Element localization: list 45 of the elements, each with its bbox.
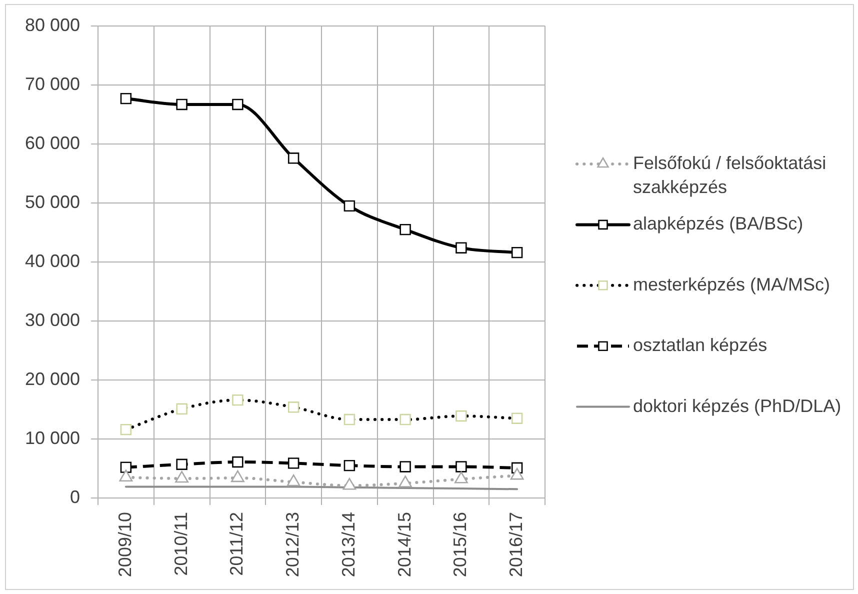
x-tick-label: 2013/14 — [338, 512, 358, 578]
point — [232, 456, 244, 468]
point — [344, 460, 356, 472]
y-tick-label: 20 000 — [24, 368, 80, 389]
y-tick-label: 80 000 — [24, 14, 80, 35]
point — [400, 461, 411, 472]
legend-label: osztatlan képzés — [633, 335, 768, 356]
legend-label: doktori képzés (PhD/DLA) — [633, 396, 842, 416]
point — [176, 403, 188, 415]
x-tick-label: 2012/13 — [282, 512, 303, 578]
x-tick-label: 2010/11 — [170, 512, 191, 576]
point — [176, 458, 188, 470]
x-tick-label: 2014/15 — [394, 512, 414, 578]
point — [456, 242, 467, 254]
point — [400, 414, 411, 426]
y-tick-label: 0 — [70, 486, 80, 507]
legend-label: Felsőfokú / felsőoktatási szakképzés — [633, 152, 826, 197]
y-tick-label: 50 000 — [24, 192, 80, 212]
x-tick-label: 2015/16 — [450, 512, 470, 578]
point — [456, 461, 467, 472]
point — [344, 414, 356, 426]
legend-label: alapképzés (BA/BSc) — [633, 214, 804, 234]
point — [232, 98, 244, 110]
point — [120, 462, 132, 473]
point — [176, 98, 188, 110]
point — [120, 424, 132, 436]
y-tick-label: 60 000 — [24, 132, 80, 153]
point — [288, 402, 300, 413]
point — [232, 394, 244, 406]
x-tick-label: 2016/17 — [506, 512, 526, 578]
x-tick-label: 2009/10 — [114, 512, 135, 578]
y-tick-label: 10 000 — [24, 428, 80, 448]
legend-label: mesterképzés (MA/MSc) — [633, 274, 830, 294]
point — [400, 224, 411, 236]
y-tick-label: 70 000 — [24, 74, 80, 94]
x-tick-label: 2011/12 — [226, 512, 247, 576]
y-tick-label: 40 000 — [24, 250, 80, 271]
point — [511, 246, 523, 258]
y-tick-label: 30 000 — [24, 310, 80, 330]
point — [288, 458, 300, 469]
point — [511, 412, 523, 424]
point — [120, 92, 132, 104]
point — [456, 410, 467, 422]
point — [288, 152, 300, 164]
point — [344, 200, 356, 212]
